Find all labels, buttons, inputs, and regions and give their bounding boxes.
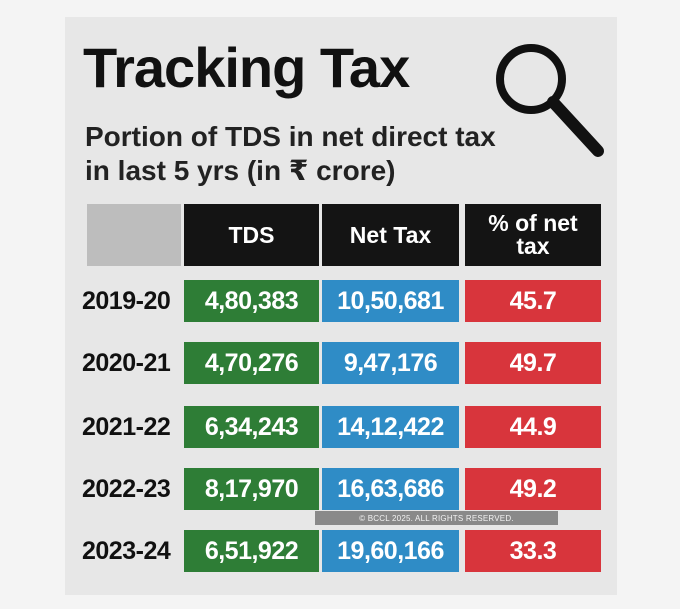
net-tax-value: 14,12,422 (322, 406, 459, 448)
header-tds: TDS (184, 204, 319, 266)
percent-value: 49.2 (465, 468, 601, 510)
percent-value: 49.7 (465, 342, 601, 384)
net-tax-value: 19,60,166 (322, 530, 459, 572)
header-net-tax: Net Tax (322, 204, 459, 266)
table-row: 2021-22 6,34,243 14,12,422 44.9 (0, 403, 680, 451)
net-tax-value: 9,47,176 (322, 342, 459, 384)
table-row: 2022-23 8,17,970 16,63,686 49.2 (0, 465, 680, 513)
year-label: 2023-24 (82, 536, 171, 565)
year-label: 2021-22 (82, 412, 171, 441)
copyright-watermark: © BCCL 2025. ALL RIGHTS RESERVED. (315, 511, 558, 525)
tds-value: 6,51,922 (184, 530, 319, 572)
net-tax-value: 16,63,686 (322, 468, 459, 510)
tds-value: 6,34,243 (184, 406, 319, 448)
table-row: 2020-21 4,70,276 9,47,176 49.7 (0, 339, 680, 387)
tds-value: 8,17,970 (184, 468, 319, 510)
header-year-placeholder (87, 204, 181, 266)
tds-value: 4,70,276 (184, 342, 319, 384)
table-row: 2019-20 4,80,383 10,50,681 45.7 (0, 277, 680, 325)
percent-value: 33.3 (465, 530, 601, 572)
net-tax-value: 10,50,681 (322, 280, 459, 322)
page-title: Tracking Tax (83, 36, 410, 99)
header-percent-net-tax: % of net tax (465, 204, 601, 266)
table-row: 2023-24 6,51,922 19,60,166 33.3 (0, 527, 680, 575)
year-label: 2019-20 (82, 286, 171, 315)
header-percent-line-1: % of net (488, 210, 578, 236)
year-label: 2022-23 (82, 474, 171, 503)
percent-value: 45.7 (465, 280, 601, 322)
tds-value: 4,80,383 (184, 280, 319, 322)
subtitle-line-2: in last 5 yrs (in ₹ crore) (85, 154, 396, 186)
subtitle-line-1: Portion of TDS in net direct tax (85, 121, 496, 152)
year-label: 2020-21 (82, 348, 171, 377)
percent-value: 44.9 (465, 406, 601, 448)
subtitle: Portion of TDS in net direct tax in last… (85, 120, 496, 187)
magnifier-icon (496, 44, 604, 157)
header-percent-line-2: tax (516, 233, 550, 259)
